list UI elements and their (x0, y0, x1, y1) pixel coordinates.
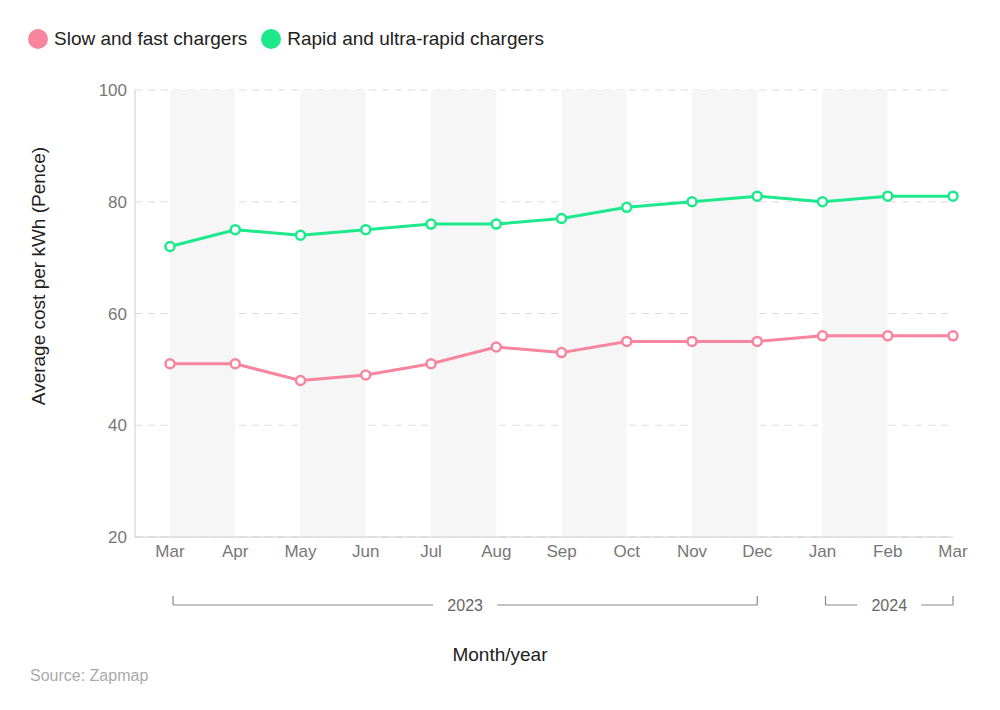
html-text:Rapid and ultra-rapid chargers: Rapid and ultra-rapid chargers (287, 28, 544, 49)
svg-text:100: 100 (99, 81, 127, 100)
svg-text:Feb: Feb (873, 542, 902, 561)
svg-text:Month/year: Month/year (452, 644, 548, 665)
svg-text:Source: Zapmap: Source: Zapmap (30, 667, 148, 684)
svg-text:Jul: Jul (420, 542, 442, 561)
svg-text:Aug: Aug (481, 542, 511, 561)
svg-text:2023: 2023 (447, 597, 483, 614)
svg-text:Nov: Nov (677, 542, 708, 561)
svg-text:80: 80 (108, 193, 127, 212)
svg-text:Mar: Mar (938, 542, 968, 561)
svg-text:Average cost per kWh (Pence): Average cost per kWh (Pence) (28, 147, 49, 405)
svg-text:Oct: Oct (614, 542, 641, 561)
svg-text:May: May (284, 542, 317, 561)
svg-text:Apr: Apr (222, 542, 249, 561)
svg-text:Jun: Jun (352, 542, 379, 561)
svg-text:Dec: Dec (742, 542, 773, 561)
svg-text:Mar: Mar (155, 542, 185, 561)
svg-text:20: 20 (108, 528, 127, 547)
svg-text:Sep: Sep (546, 542, 576, 561)
svg-text:60: 60 (108, 305, 127, 324)
html-text:Slow and fast chargers: Slow and fast chargers (54, 28, 248, 49)
svg-text:2024: 2024 (871, 597, 907, 614)
svg-text:Jan: Jan (809, 542, 836, 561)
svg-text:40: 40 (108, 416, 127, 435)
